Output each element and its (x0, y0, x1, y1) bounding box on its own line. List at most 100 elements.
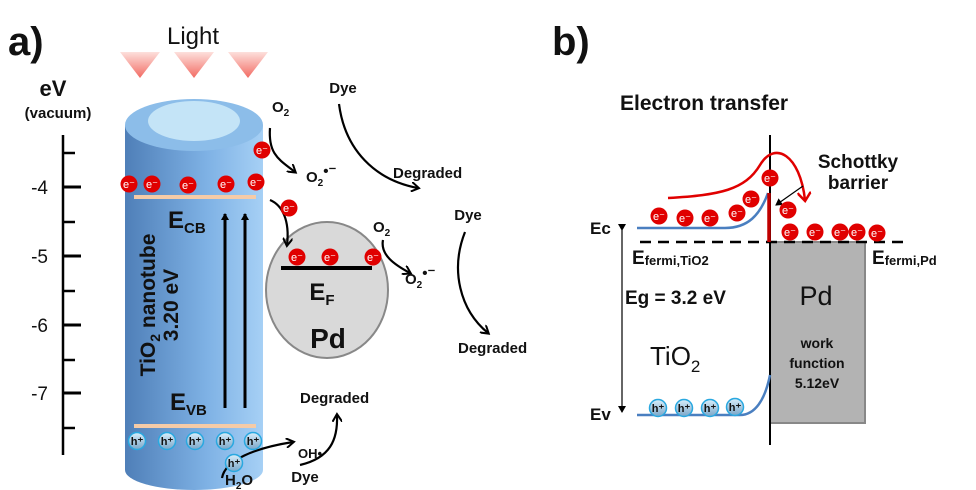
light-arrows (120, 52, 268, 78)
hole-label: h⁺ (161, 436, 174, 448)
electron: e⁻ (868, 224, 886, 242)
electron: e⁻ (143, 175, 161, 193)
panel-b-title: Electron transfer (620, 92, 788, 115)
hole: h⁺ (243, 431, 263, 451)
hole: h⁺ (725, 397, 745, 417)
hole-label: h⁺ (729, 402, 742, 414)
light-arrow-icon (120, 52, 160, 78)
electron-label: e⁻ (834, 227, 846, 239)
degraded-label: Degraded (300, 390, 369, 407)
electron-label: e⁻ (146, 179, 158, 191)
axis-tick-label: -7 (31, 384, 48, 405)
electron: e⁻ (742, 190, 760, 208)
axis-tick-label: -4 (31, 178, 48, 199)
hole: h⁺ (224, 453, 244, 473)
electron-label: e⁻ (220, 179, 232, 191)
electron: e⁻ (247, 173, 265, 191)
hole-label: h⁺ (228, 458, 241, 470)
electron-label: e⁻ (324, 252, 336, 264)
hydroxyl-radical-label: OH• (298, 446, 323, 461)
electron-label: e⁻ (731, 208, 743, 220)
electron: e⁻ (806, 223, 824, 241)
tube-opening (148, 101, 240, 141)
hole-label: h⁺ (219, 436, 232, 448)
hole: h⁺ (157, 431, 177, 451)
fermi-pd-label: Efermi,Pd (872, 248, 937, 269)
hole-label: h⁺ (131, 436, 144, 448)
work-function-line: function (789, 355, 844, 371)
electron-flow-arrow-icon (667, 151, 805, 200)
barrier-label: barrier (828, 173, 889, 194)
axis-tick-label: -5 (31, 247, 48, 268)
electron-transfer-arrow-icon (269, 198, 288, 245)
degradation-arrow-icon (337, 103, 418, 188)
panel-a-label: a) (8, 20, 44, 64)
ev-label: Ev (590, 405, 611, 424)
bandgap-label: Eg = 3.2 eV (625, 288, 726, 309)
evb-label: EVB (170, 389, 207, 419)
axis-reference: (vacuum) (25, 105, 92, 122)
dye-label: Dye (291, 469, 319, 486)
hole: h⁺ (700, 398, 720, 418)
hole: h⁺ (185, 431, 205, 451)
nanotube-label: TiO2 nanotube (137, 234, 163, 377)
electron: e⁻ (253, 141, 271, 159)
electron: e⁻ (676, 209, 694, 227)
hole: h⁺ (127, 431, 147, 451)
light-arrow-icon (174, 52, 214, 78)
electron-label: e⁻ (871, 228, 883, 240)
electron-label: e⁻ (679, 213, 691, 225)
reduction-arrow-icon (381, 239, 410, 273)
superoxide-label: O2•⁻ (405, 265, 435, 291)
electron: e⁻ (650, 207, 668, 225)
electron: e⁻ (848, 223, 866, 241)
electron-label: e⁻ (256, 145, 268, 157)
schottky-label: Schottky (818, 152, 899, 173)
degradation-arrow-icon (299, 415, 337, 467)
electron-label: e⁻ (764, 173, 776, 185)
light-label: Light (167, 23, 219, 50)
electron: e⁻ (179, 176, 197, 194)
hole-label: h⁺ (678, 403, 691, 415)
hole-label: h⁺ (189, 436, 202, 448)
pd-metal-block (769, 241, 866, 424)
electron-label: e⁻ (123, 179, 135, 191)
electron: e⁻ (779, 201, 797, 219)
conduction-band-curve (637, 192, 770, 230)
hole: h⁺ (215, 431, 235, 451)
ef-label: EF (309, 279, 334, 309)
electron-label: e⁻ (704, 213, 716, 225)
fermi-tio2-label: Efermi,TiO2 (632, 248, 709, 269)
o2-label: O2 (373, 219, 391, 239)
degraded-label: Degraded (458, 340, 527, 357)
dye-label: Dye (329, 80, 357, 97)
electron: e⁻ (217, 175, 235, 193)
electron: e⁻ (701, 209, 719, 227)
electron-label: e⁻ (367, 252, 379, 264)
electron-label: e⁻ (851, 227, 863, 239)
electron: e⁻ (120, 175, 138, 193)
work-function-value: 5.12eV (795, 375, 840, 391)
superoxide-label: O2•⁻ (306, 163, 336, 189)
degradation-arrow-icon (457, 231, 488, 333)
electron-label: e⁻ (250, 177, 262, 189)
electron-label: e⁻ (809, 227, 821, 239)
hole-label: h⁺ (652, 403, 665, 415)
work-function-line: work (800, 335, 834, 351)
ec-label: Ec (590, 219, 611, 238)
electron: e⁻ (761, 169, 779, 187)
dye-label: Dye (454, 207, 482, 224)
electron: e⁻ (288, 248, 306, 266)
light-arrow-icon (228, 52, 268, 78)
hole-label: h⁺ (704, 403, 717, 415)
axis-unit: eV (40, 76, 67, 101)
electron-label: e⁻ (745, 194, 757, 206)
tio2-label: TiO2 (650, 341, 700, 376)
electron: e⁻ (781, 223, 799, 241)
oxidation-arrow-icon (220, 442, 293, 479)
electron-label: e⁻ (283, 203, 295, 215)
axis-tick-label: -6 (31, 316, 48, 337)
pd-label: Pd (310, 323, 346, 354)
energy-axis: -4 -5 -6 -7 (31, 135, 81, 455)
